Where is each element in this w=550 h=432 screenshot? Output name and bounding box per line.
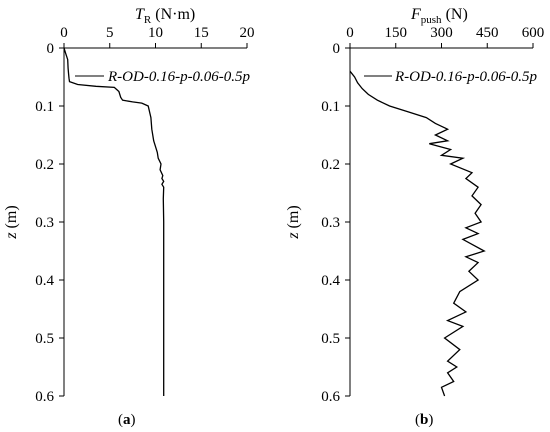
panel-a-x-tick-label: 0 [60, 25, 68, 41]
panel-b-y-tick-label: 0.5 [321, 331, 340, 347]
panel-a-y-title-unit: (m) [3, 205, 20, 232]
panel-b-x-tick-label: 450 [476, 25, 499, 41]
panel-a-y-tick-label: 0.4 [35, 273, 54, 289]
panel-b-x-title: Fpush (N) [410, 6, 468, 26]
panel-a-x-title: TR (N·m) [135, 6, 195, 26]
panel-b: 0 150 300 450 600 0 0.1 0.2 0.3 0.4 0.5 0.6 Fpush … [285, 6, 544, 428]
panel-b-x-tick-label: 150 [385, 25, 408, 41]
panel-a-x-ticks: 0 5 10 15 20 [60, 25, 255, 48]
panel-a-label-letter: a [123, 412, 131, 428]
panel-a-x-title-sub: R [144, 14, 152, 26]
panel-a-x-tick-label: 15 [194, 25, 209, 41]
panel-b-y-tick-label: 0.6 [321, 389, 340, 405]
panel-b-y-title: z (m) [285, 205, 302, 239]
panel-b-y-tick-label: 0.1 [321, 99, 340, 115]
panel-b-series-line [349, 70, 486, 397]
panel-b-y-tick-label: 0.2 [321, 157, 340, 173]
panel-b-y-ticks: 0 0.1 0.2 0.3 0.4 0.5 0.6 [321, 41, 350, 405]
panel-a-y-tick-label: 0 [47, 41, 55, 57]
panel-a-y-tick-label: 0.2 [35, 157, 54, 173]
panel-a-label: (a) [118, 412, 136, 428]
panel-a-x-title-var: T [135, 6, 145, 23]
panel-b-x-title-sub: push [421, 14, 442, 26]
panel-b-x-tick-label: 300 [430, 25, 453, 41]
panel-b-x-tick-label: 0 [346, 25, 354, 41]
panel-b-x-ticks: 0 150 300 450 600 [346, 25, 544, 48]
panel-b-label: (b) [415, 412, 433, 428]
panel-a-y-tick-label: 0.1 [35, 99, 54, 115]
panel-b-legend-label: R-OD-0.16-p-0.06-0.5p [394, 69, 538, 85]
panel-a: 0 5 10 15 20 0 0.1 0.2 0.3 0.4 0.5 0.6 TR (N·m) z … [3, 6, 255, 428]
panel-b-y-tick-label: 0.4 [321, 273, 340, 289]
panel-b-x-title-var: F [410, 6, 421, 23]
panel-b-y-tick-label: 0 [333, 41, 341, 57]
panel-a-series-line [63, 47, 165, 396]
panel-a-x-tick-label: 5 [106, 25, 114, 41]
panel-b-x-tick-label: 600 [522, 25, 545, 41]
panel-a-y-tick-label: 0.5 [35, 331, 54, 347]
panel-a-x-tick-label: 10 [148, 25, 163, 41]
panel-a-legend-label: R-OD-0.16-p-0.06-0.5p [107, 69, 251, 85]
panel-b-y-tick-label: 0.3 [321, 215, 340, 231]
panel-a-y-title-var: z [3, 232, 20, 240]
panel-b-y-title-var: z [285, 232, 302, 240]
panel-a-y-ticks: 0 0.1 0.2 0.3 0.4 0.5 0.6 [35, 41, 64, 405]
panel-b-label-letter: b [420, 412, 428, 428]
panel-b-y-title-unit: (m) [285, 205, 302, 232]
panel-a-y-tick-label: 0.6 [35, 389, 54, 405]
panel-b-x-title-unit: (N) [442, 6, 468, 23]
panel-a-y-title: z (m) [3, 205, 20, 239]
panel-a-x-title-unit: (N·m) [151, 6, 195, 23]
panel-a-x-tick-label: 20 [240, 25, 255, 41]
panel-a-y-tick-label: 0.3 [35, 215, 54, 231]
